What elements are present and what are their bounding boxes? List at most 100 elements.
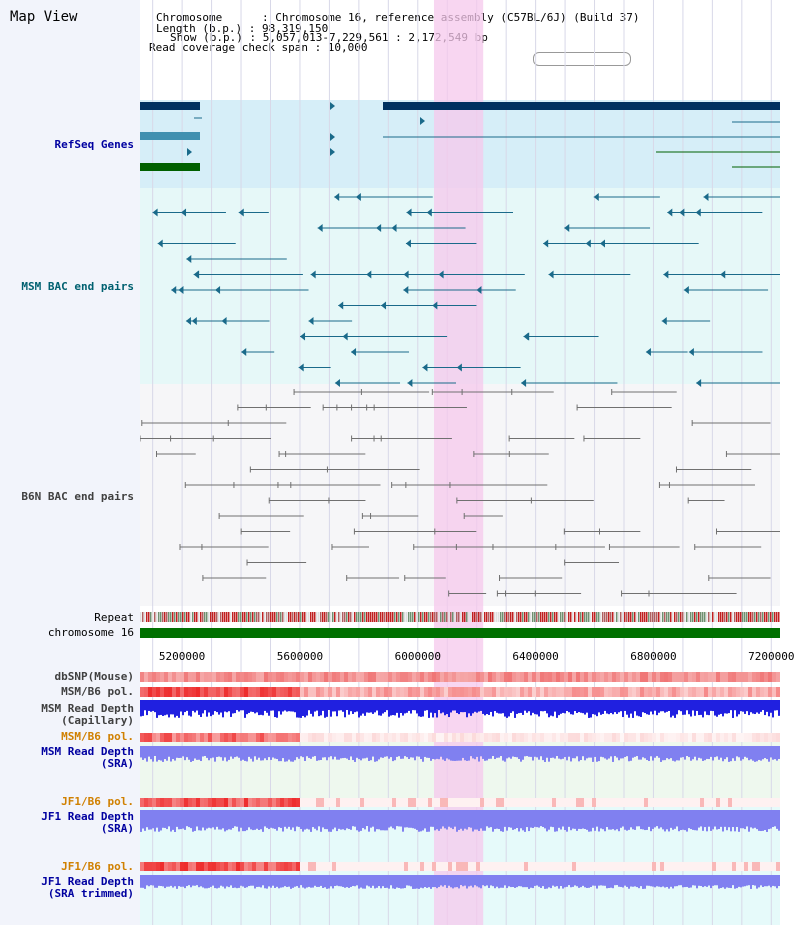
msm-sra-depth-bin: [224, 746, 226, 758]
jf1-b6-pol2-bin: [576, 862, 580, 871]
msm-b6-pol-bin: [624, 687, 628, 697]
jf1-trim-depth-bin: [480, 875, 482, 889]
msm-bac-end: [334, 193, 340, 201]
jf1-b6-pol2-bin: [200, 862, 204, 871]
jf1-b6-pol2-bin: [712, 862, 716, 871]
repeat-element: [604, 612, 606, 622]
repeat-element: [432, 612, 434, 622]
jf1-sra-depth-bin: [710, 810, 712, 831]
track-label-msm-depth-sra[interactable]: MSM Read Depth (SRA): [41, 745, 134, 770]
repeat-element: [598, 612, 600, 622]
msm-cap-depth-bin: [544, 700, 546, 711]
msm-cap-depth-bin: [644, 700, 646, 714]
jf1-sra-depth-bin: [500, 810, 502, 832]
dbsnp-bin: [140, 672, 144, 682]
track-label-jf1-b6-pol[interactable]: JF1/B6 pol.: [61, 795, 134, 808]
repeat-element: [446, 612, 448, 622]
msm-sra-depth-bin: [358, 746, 360, 760]
jf1-trim-depth-bin: [578, 875, 580, 888]
jf1-b6-pol-bin: [720, 798, 724, 807]
track-label-dbsnp[interactable]: dbSNP(Mouse): [54, 670, 134, 683]
msm-b6-pol2-bin: [652, 733, 656, 742]
msm-sra-depth-bin: [750, 746, 752, 760]
jf1-sra-depth-bin: [374, 810, 376, 832]
jf1-b6-pol-bin: [636, 798, 640, 807]
msm-sra-depth-bin: [488, 746, 490, 759]
track-label-repeat[interactable]: Repeat: [94, 611, 134, 624]
jf1-trim-depth-bin: [712, 875, 714, 886]
jf1-sra-depth-bin: [608, 810, 610, 830]
msm-sra-depth-bin: [300, 746, 302, 757]
track-label-b6n-bac[interactable]: B6N BAC end pairs: [21, 490, 134, 503]
chromosome-ruler-bar[interactable]: [140, 628, 780, 638]
jf1-sra-depth-bin: [364, 810, 366, 830]
repeat-element: [732, 612, 734, 622]
msm-cap-depth-bin: [530, 700, 532, 716]
track-label-msm-bac[interactable]: MSM BAC end pairs: [21, 280, 134, 293]
msm-sra-depth-bin: [432, 746, 434, 759]
msm-b6-pol-bin: [284, 687, 288, 697]
msm-b6-pol-bin: [180, 687, 184, 697]
msm-sra-depth-bin: [162, 746, 164, 762]
jf1-sra-depth-bin: [228, 810, 230, 830]
dbsnp-bin: [724, 672, 728, 682]
repeat-element: [386, 612, 388, 622]
jf1-trim-depth-bin: [258, 875, 260, 887]
jf1-sra-depth-bin: [664, 810, 666, 832]
jf1-sra-depth-bin: [650, 810, 652, 832]
msm-cap-depth-bin: [518, 700, 520, 714]
jf1-trim-depth-bin: [580, 875, 582, 888]
track-label-jf1-depth-trimmed[interactable]: JF1 Read Depth (SRA trimmed): [41, 875, 134, 900]
track-label-jf1-depth-sra[interactable]: JF1 Read Depth (SRA): [41, 810, 134, 835]
track-label-jf1-b6-pol-2[interactable]: JF1/B6 pol.: [61, 860, 134, 873]
msm-sra-depth-bin: [146, 746, 148, 762]
msm-cap-depth-bin: [694, 700, 696, 716]
jf1-trim-depth-bin: [440, 875, 442, 886]
msm-b6-pol2-bin: [592, 733, 596, 742]
msm-cap-depth-bin: [612, 700, 614, 715]
msm-b6-pol2-bin: [176, 733, 180, 742]
repeat-element: [562, 612, 564, 622]
msm-b6-pol-bin: [408, 687, 412, 697]
jf1-b6-pol2-bin: [540, 862, 544, 871]
msm-b6-pol-bin: [332, 687, 336, 697]
jf1-b6-pol2-bin: [628, 862, 632, 871]
jf1-b6-pol2-bin: [732, 862, 736, 871]
axis-tick-label: 6800000: [630, 650, 677, 663]
dbsnp-bin: [400, 672, 404, 682]
repeat-element: [326, 612, 328, 622]
chromosome-ideogram[interactable]: [533, 52, 631, 66]
msm-b6-pol-bin: [480, 687, 484, 697]
dbsnp-bin: [380, 672, 384, 682]
track-label-chromosome[interactable]: chromosome 16: [47, 626, 134, 639]
jf1-sra-depth-bin: [722, 810, 724, 832]
msm-cap-depth-bin: [488, 700, 490, 715]
genome-tracks[interactable]: [140, 0, 780, 925]
msm-sra-depth-bin: [646, 746, 648, 761]
msm-b6-pol2-bin: [536, 733, 540, 742]
track-label-msm-depth-capillary[interactable]: MSM Read Depth (Capillary): [41, 702, 134, 727]
jf1-trim-depth-bin: [322, 875, 324, 888]
jf1-sra-depth-bin: [142, 810, 144, 829]
repeat-element: [744, 612, 746, 622]
msm-sra-depth-bin: [634, 746, 636, 757]
jf1-b6-pol2-bin: [308, 862, 312, 871]
msm-cap-depth-bin: [348, 700, 350, 715]
jf1-sra-depth-bin: [538, 810, 540, 828]
track-label-refseq[interactable]: RefSeq Genes: [54, 138, 134, 151]
jf1-trim-depth-bin: [186, 875, 188, 887]
msm-sra-depth-bin: [278, 746, 280, 762]
msm-cap-depth-bin: [362, 700, 364, 714]
jf1-sra-depth-bin: [432, 810, 434, 827]
repeat-element: [722, 612, 724, 622]
msm-b6-pol2-bin: [356, 733, 360, 742]
track-label-msm-b6-pol-2[interactable]: MSM/B6 pol.: [61, 730, 134, 743]
jf1-trim-depth-bin: [366, 875, 368, 886]
jf1-sra-depth-bin: [648, 810, 650, 827]
msm-b6-pol-bin: [308, 687, 312, 697]
jf1-b6-pol-bin: [592, 798, 596, 807]
msm-cap-depth-bin: [204, 700, 206, 711]
track-label-msm-b6-pol[interactable]: MSM/B6 pol.: [61, 685, 134, 698]
jf1-trim-depth-bin: [310, 875, 312, 888]
jf1-trim-depth-bin: [766, 875, 768, 887]
